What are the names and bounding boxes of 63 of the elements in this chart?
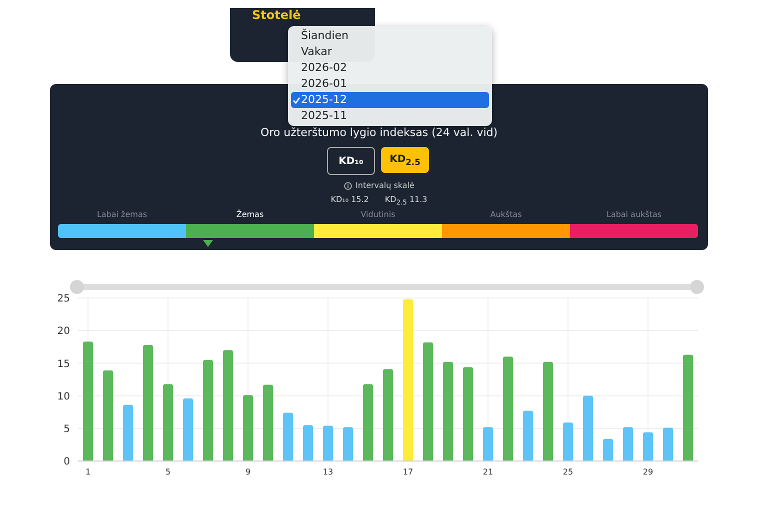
x-tick-label: 17 bbox=[402, 468, 414, 477]
text: 2026-02 bbox=[301, 61, 347, 74]
y-tick-label: 15 bbox=[57, 358, 70, 370]
x-tick-label: 13 bbox=[322, 468, 334, 477]
bar bbox=[603, 438, 613, 461]
y-tick-label: 0 bbox=[64, 456, 70, 468]
category-label: Aukštas bbox=[490, 210, 522, 219]
text: Oro užterštumo lygio indeksas (24 val. vid) bbox=[260, 126, 498, 139]
x-tick-label: 21 bbox=[482, 468, 494, 477]
text: Šiandien bbox=[301, 29, 349, 42]
bar bbox=[123, 404, 133, 461]
bar bbox=[283, 412, 293, 461]
category-label: Labai žemas bbox=[96, 210, 148, 219]
bar bbox=[483, 427, 493, 461]
bar bbox=[543, 362, 553, 461]
bar bbox=[103, 370, 113, 461]
bar bbox=[623, 427, 633, 461]
text: 2025-11 bbox=[301, 109, 347, 122]
bar bbox=[263, 384, 273, 461]
bar bbox=[503, 356, 513, 461]
text: Vakar bbox=[301, 45, 332, 58]
category-label: Žemas bbox=[236, 210, 264, 219]
bar bbox=[183, 398, 193, 461]
x-tick-label: 29 bbox=[642, 468, 654, 477]
bar bbox=[443, 362, 453, 461]
x-tick-label: 5 bbox=[165, 468, 171, 477]
text: Stotelė bbox=[252, 8, 301, 22]
x-tick-label: 25 bbox=[562, 468, 574, 477]
y-tick-label: 10 bbox=[57, 391, 70, 402]
bar bbox=[303, 425, 313, 461]
bar bbox=[563, 422, 573, 461]
bar bbox=[343, 427, 353, 461]
bar bbox=[203, 360, 213, 461]
bar bbox=[83, 342, 93, 461]
bar bbox=[243, 395, 253, 461]
x-tick-label: 1 bbox=[85, 468, 91, 477]
text: KD₁₀ bbox=[338, 156, 364, 166]
bar bbox=[163, 384, 173, 461]
bar bbox=[143, 344, 153, 461]
y-tick-label: 5 bbox=[64, 424, 70, 435]
bar bbox=[683, 354, 693, 461]
text: Intervalų skalė bbox=[356, 181, 414, 190]
text: KD$_{2.5}$ 11.3 bbox=[384, 195, 428, 207]
text: KD₁₀ 15.2 bbox=[330, 195, 369, 206]
bar bbox=[663, 428, 673, 461]
bar bbox=[383, 369, 393, 461]
category-label: Labai aukštas bbox=[606, 210, 662, 219]
bar bbox=[223, 350, 233, 461]
bar bbox=[423, 342, 433, 461]
bar bbox=[323, 426, 333, 461]
bar bbox=[363, 384, 373, 461]
bar bbox=[463, 367, 473, 461]
category-label: Vidutinis bbox=[360, 210, 396, 219]
y-tick-label: 20 bbox=[57, 326, 70, 338]
bar bbox=[523, 410, 533, 461]
bar bbox=[583, 396, 593, 461]
bar bbox=[403, 299, 413, 461]
y-tick-label: 25 bbox=[57, 294, 70, 305]
bar bbox=[643, 432, 653, 461]
text: 2025-12 bbox=[301, 93, 347, 106]
text: KD$_{2.5}$ bbox=[390, 154, 420, 166]
x-tick-label: 9 bbox=[245, 468, 251, 477]
text: 2026-01 bbox=[301, 77, 347, 90]
